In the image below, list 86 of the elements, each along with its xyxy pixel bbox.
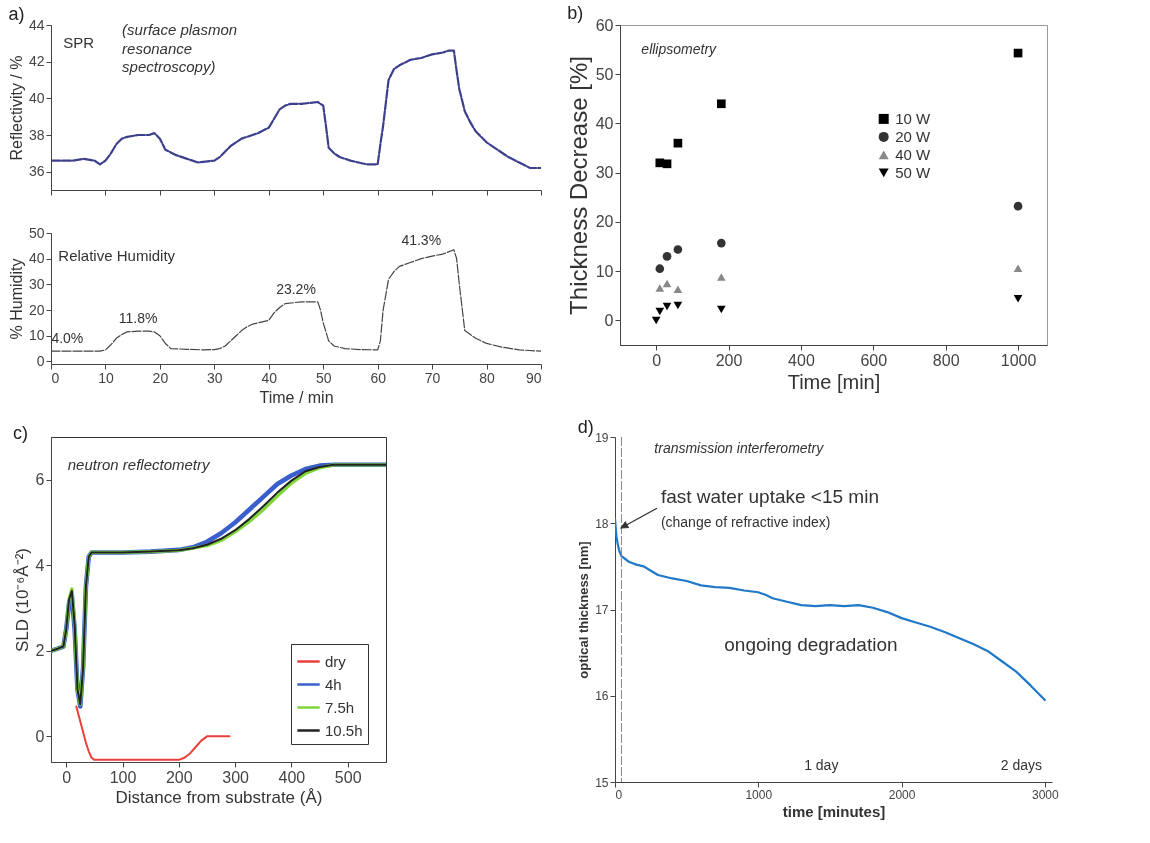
legend-label: 20 W <box>895 127 932 145</box>
x-tick-label: 1000 <box>745 787 773 802</box>
x-tick-label: 70 <box>424 369 441 386</box>
y-tick-label: 20 <box>28 301 45 318</box>
y-tick-label: 10 <box>595 262 614 280</box>
legend-label: 10.5h <box>325 721 363 739</box>
y-tick-label: 19 <box>595 430 609 445</box>
y-tick-label: 16 <box>595 689 609 704</box>
y-tick-label: 40 <box>595 114 614 132</box>
y-tick-label: 10 <box>28 327 45 344</box>
x-axis-title: Time / min <box>259 388 334 406</box>
chart-title: b) <box>567 3 584 23</box>
y-axis-title: SLD (10⁻⁶Å⁻²) <box>12 547 32 653</box>
legend-label: 10 W <box>895 109 932 127</box>
x-tick-label: 2000 <box>888 787 916 802</box>
x-tick-label: 40 <box>261 369 278 386</box>
y-axis-title: Reflectivity / % <box>7 55 25 161</box>
x-axis-title: Time [min] <box>787 370 881 393</box>
y-tick-label: 0 <box>35 727 45 745</box>
annotation: 41.3% <box>401 232 442 249</box>
y-tick-label: 2 <box>35 642 45 660</box>
x-tick-label: 90 <box>525 369 542 386</box>
x-tick-label: 300 <box>222 768 250 786</box>
annotation: fast water uptake <15 min <box>660 485 879 507</box>
x-tick-label: 20 <box>152 369 169 386</box>
legend-label: 40 W <box>895 145 932 163</box>
x-tick-label: 50 <box>315 369 332 386</box>
y-tick-label: 17 <box>595 603 609 617</box>
x-tick-label: 100 <box>109 768 137 786</box>
y-tick-label: 15 <box>595 775 609 790</box>
x-tick-label: 600 <box>860 351 888 369</box>
annotation: 2 days <box>1000 756 1043 773</box>
y-tick-label: 30 <box>595 164 614 182</box>
chart-title: c) <box>13 423 29 443</box>
y-tick-label: 30 <box>28 275 45 292</box>
y-tick-label: 0 <box>604 311 614 329</box>
annotation: Relative Humidity <box>58 246 176 264</box>
annotation: 11.8% <box>118 310 158 327</box>
annotation: transmission interferometry <box>654 439 825 456</box>
x-axis-title: Distance from substrate (Å) <box>115 787 323 807</box>
x-tick-label: 500 <box>334 768 362 786</box>
x-tick-label: 0 <box>51 369 60 386</box>
y-tick-label: 18 <box>595 516 609 531</box>
chart-title: a) <box>8 4 25 24</box>
annotation: neutron reflectometry <box>67 455 211 473</box>
annotation: (surface plasmon resonance spectroscopy) <box>122 20 238 76</box>
x-tick-label: 800 <box>932 351 960 369</box>
x-tick-label: 60 <box>370 369 387 386</box>
x-tick-label: 200 <box>715 351 743 369</box>
chart-title: d) <box>577 417 594 437</box>
y-tick-label: 20 <box>595 213 614 231</box>
y-tick-label: 40 <box>28 250 45 267</box>
legend-label: 50 W <box>895 163 932 181</box>
legend-label: dry <box>325 652 347 670</box>
x-tick-label: 400 <box>278 768 306 786</box>
legend-label: 7.5h <box>325 698 355 716</box>
x-tick-label: 80 <box>479 369 496 386</box>
x-tick-label: 0 <box>652 351 662 369</box>
annotation: 1 day <box>804 756 839 773</box>
y-axis-title: Thickness Decrease [%] <box>564 56 592 315</box>
annotation: (change of refractive index) <box>660 513 831 530</box>
x-tick-label: 0 <box>62 768 72 786</box>
y-tick-label: 50 <box>595 65 614 83</box>
x-axis-title: time [minutes] <box>782 802 886 820</box>
annotation: ellipsometry <box>641 40 718 57</box>
annotation: ongoing degradation <box>724 633 898 655</box>
annotation: 23.2% <box>276 280 316 297</box>
legend-label: 4h <box>325 675 342 693</box>
x-tick-label: 30 <box>207 369 223 386</box>
y-tick-label: 36 <box>28 163 45 180</box>
y-tick-label: 4 <box>35 556 45 574</box>
x-tick-label: 1000 <box>1000 351 1037 369</box>
y-tick-label: 44 <box>28 16 45 33</box>
x-tick-label: 400 <box>788 351 815 369</box>
x-tick-label: 10 <box>98 369 114 386</box>
x-tick-label: 200 <box>165 768 193 786</box>
y-tick-label: 38 <box>28 126 45 143</box>
y-tick-label: 60 <box>595 16 614 34</box>
y-axis-title: % Humidity <box>7 258 25 340</box>
y-tick-label: 40 <box>28 89 45 106</box>
y-axis-title: optical thickness [nm] <box>576 541 592 679</box>
y-tick-label: 42 <box>28 53 45 70</box>
y-tick-label: 6 <box>35 471 45 489</box>
x-tick-label: 3000 <box>1031 787 1060 802</box>
y-tick-label: 50 <box>28 224 45 241</box>
annotation: SPR <box>63 34 95 52</box>
